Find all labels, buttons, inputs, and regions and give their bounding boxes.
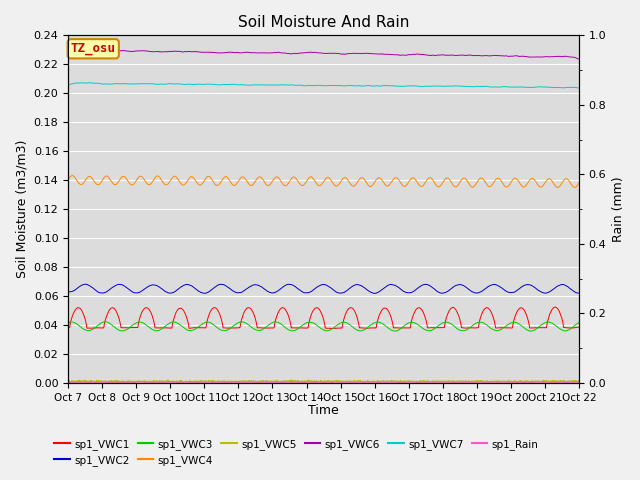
Line: sp1_VWC6: sp1_VWC6 <box>68 47 579 59</box>
sp1_VWC1 <box>552 304 559 310</box>
sp1_VWC3 <box>575 320 583 325</box>
sp1_VWC1 <box>64 324 72 330</box>
sp1_Rain <box>90 379 98 385</box>
sp1_VWC3 <box>313 323 321 328</box>
sp1_Rain <box>561 379 568 385</box>
sp1_VWC6 <box>467 52 474 58</box>
sp1_VWC3 <box>300 322 307 328</box>
sp1_VWC3 <box>64 320 72 326</box>
sp1_VWC7 <box>561 85 568 91</box>
sp1_VWC5 <box>575 379 583 384</box>
sp1_VWC4 <box>300 182 307 188</box>
sp1_VWC4 <box>68 173 76 179</box>
sp1_VWC1 <box>467 325 474 331</box>
sp1_VWC4 <box>91 179 99 185</box>
sp1_VWC7 <box>91 80 99 86</box>
sp1_VWC7 <box>560 85 568 91</box>
sp1_VWC3 <box>90 325 98 331</box>
sp1_VWC6 <box>560 54 568 60</box>
sp1_VWC2 <box>467 288 475 294</box>
sp1_Rain <box>575 379 583 385</box>
Title: Soil Moisture And Rain: Soil Moisture And Rain <box>238 15 409 30</box>
Legend: sp1_VWC1, sp1_VWC2, sp1_VWC3, sp1_VWC4, sp1_VWC5, sp1_VWC6, sp1_VWC7, sp1_Rain: sp1_VWC1, sp1_VWC2, sp1_VWC3, sp1_VWC4, … <box>50 434 543 470</box>
sp1_VWC4 <box>561 177 568 182</box>
sp1_VWC2 <box>201 290 209 296</box>
Line: sp1_VWC7: sp1_VWC7 <box>68 83 579 88</box>
Line: sp1_VWC5: sp1_VWC5 <box>68 380 579 383</box>
sp1_VWC4 <box>467 183 474 189</box>
sp1_VWC1 <box>561 324 568 330</box>
sp1_VWC7 <box>300 83 307 88</box>
Line: sp1_VWC1: sp1_VWC1 <box>68 307 579 328</box>
sp1_VWC1 <box>313 305 321 311</box>
sp1_VWC2 <box>91 287 99 292</box>
sp1_VWC1 <box>561 324 568 330</box>
sp1_Rain <box>64 379 72 385</box>
sp1_VWC2 <box>82 281 90 287</box>
sp1_VWC5 <box>561 378 568 384</box>
sp1_VWC2 <box>561 282 568 288</box>
sp1_Rain <box>300 379 307 385</box>
sp1_VWC5 <box>300 378 307 384</box>
sp1_VWC1 <box>575 324 583 330</box>
sp1_VWC2 <box>300 289 307 295</box>
sp1_VWC6 <box>560 53 568 59</box>
sp1_Rain <box>207 379 215 385</box>
sp1_Rain <box>104 379 111 384</box>
sp1_VWC2 <box>313 284 321 290</box>
sp1_VWC4 <box>575 180 583 186</box>
sp1_VWC7 <box>313 83 321 88</box>
sp1_VWC6 <box>299 50 307 56</box>
sp1_VWC3 <box>467 324 474 330</box>
sp1_Rain <box>313 379 321 385</box>
sp1_VWC5 <box>467 378 474 384</box>
sp1_VWC7 <box>86 80 93 85</box>
Text: TZ_osu: TZ_osu <box>70 42 116 55</box>
sp1_VWC5 <box>286 377 294 383</box>
sp1_VWC3 <box>561 328 568 334</box>
sp1_VWC3 <box>527 328 534 334</box>
Line: sp1_VWC2: sp1_VWC2 <box>68 284 579 293</box>
sp1_VWC6 <box>64 44 72 49</box>
sp1_VWC5 <box>313 379 321 384</box>
sp1_VWC4 <box>64 177 72 183</box>
Y-axis label: Rain (mm): Rain (mm) <box>612 176 625 242</box>
sp1_Rain <box>467 379 475 385</box>
sp1_VWC7 <box>575 85 583 91</box>
sp1_VWC5 <box>561 379 568 384</box>
sp1_VWC1 <box>299 325 307 331</box>
sp1_VWC3 <box>102 319 109 324</box>
Line: sp1_VWC4: sp1_VWC4 <box>68 176 579 187</box>
sp1_VWC1 <box>331 325 339 331</box>
Line: sp1_VWC3: sp1_VWC3 <box>68 322 579 331</box>
sp1_Rain <box>561 379 568 385</box>
sp1_VWC2 <box>561 282 568 288</box>
sp1_VWC1 <box>90 325 98 331</box>
sp1_VWC5 <box>528 380 536 386</box>
sp1_VWC4 <box>313 181 321 187</box>
sp1_VWC2 <box>64 289 72 295</box>
X-axis label: Time: Time <box>308 404 339 417</box>
sp1_VWC4 <box>554 184 561 190</box>
sp1_VWC7 <box>467 84 474 89</box>
sp1_VWC7 <box>64 82 72 88</box>
sp1_VWC3 <box>561 328 568 334</box>
sp1_VWC4 <box>561 177 568 182</box>
sp1_VWC6 <box>313 50 321 56</box>
sp1_VWC6 <box>575 56 583 62</box>
sp1_VWC2 <box>575 290 583 296</box>
sp1_VWC5 <box>90 379 98 384</box>
Y-axis label: Soil Moisture (m3/m3): Soil Moisture (m3/m3) <box>15 140 28 278</box>
sp1_VWC5 <box>64 378 72 384</box>
sp1_VWC6 <box>90 46 98 52</box>
